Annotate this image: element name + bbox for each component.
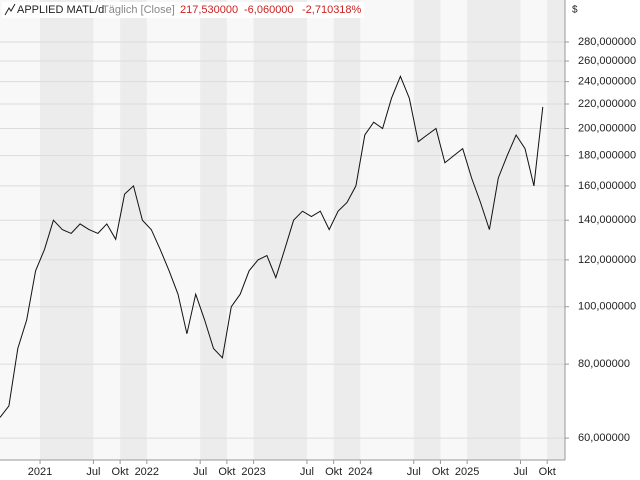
x-tick-label: 2024	[348, 466, 372, 478]
y-tick-label: 180,000000	[578, 150, 636, 162]
x-tick-label: Okt	[112, 466, 129, 478]
header: APPLIED MATL/d Täglich [Close] 217,53000…	[2, 2, 364, 18]
y-tick-label: 160,000000	[578, 180, 636, 192]
y-tick-label: 60,000000	[578, 432, 630, 444]
chart-title: APPLIED MATL/d	[17, 4, 104, 16]
currency-label: $	[572, 5, 578, 16]
y-tick-label: 120,000000	[578, 254, 636, 266]
x-tick-label: Okt	[218, 466, 235, 478]
period-band	[547, 0, 565, 460]
x-tick-label: 2021	[28, 466, 52, 478]
y-tick-label: 140,000000	[578, 214, 636, 226]
period-band	[333, 0, 361, 460]
y-tick-label: 200,000000	[578, 122, 636, 134]
price-line	[0, 74, 544, 418]
chart-icon	[4, 3, 16, 16]
x-tick-label: Okt	[539, 466, 556, 478]
period-band	[253, 0, 307, 460]
header-background	[2, 2, 364, 18]
x-tick-label: 2023	[241, 466, 265, 478]
y-tick-label: 220,000000	[578, 98, 636, 110]
x-tick-label: 2022	[135, 466, 159, 478]
x-tick-label: 2025	[455, 466, 479, 478]
y-tick-label: 80,000000	[578, 358, 630, 370]
change-percent: -2,710318%	[302, 4, 362, 16]
x-tick-label: Jul	[193, 466, 207, 478]
period-band	[413, 0, 441, 460]
x-tick-label: Jul	[513, 466, 527, 478]
x-tick-label: Jul	[407, 466, 421, 478]
y-tick-label: 240,000000	[578, 76, 636, 88]
last-price: 217,530000	[180, 4, 238, 16]
x-tick-label: Okt	[432, 466, 449, 478]
y-tick-label: 280,000000	[578, 36, 636, 48]
x-tick-label: Jul	[86, 466, 100, 478]
x-tick-label: Jul	[300, 466, 314, 478]
period-band	[40, 0, 94, 460]
period-band	[120, 0, 147, 460]
change: -6,060000	[244, 4, 294, 16]
chart-subtitle: Täglich [Close]	[102, 4, 175, 16]
period-band	[200, 0, 227, 460]
x-tick-label: Okt	[325, 466, 342, 478]
y-tick-label: 260,000000	[578, 55, 636, 67]
y-tick-label: 100,000000	[578, 301, 636, 313]
period-band	[467, 0, 521, 460]
